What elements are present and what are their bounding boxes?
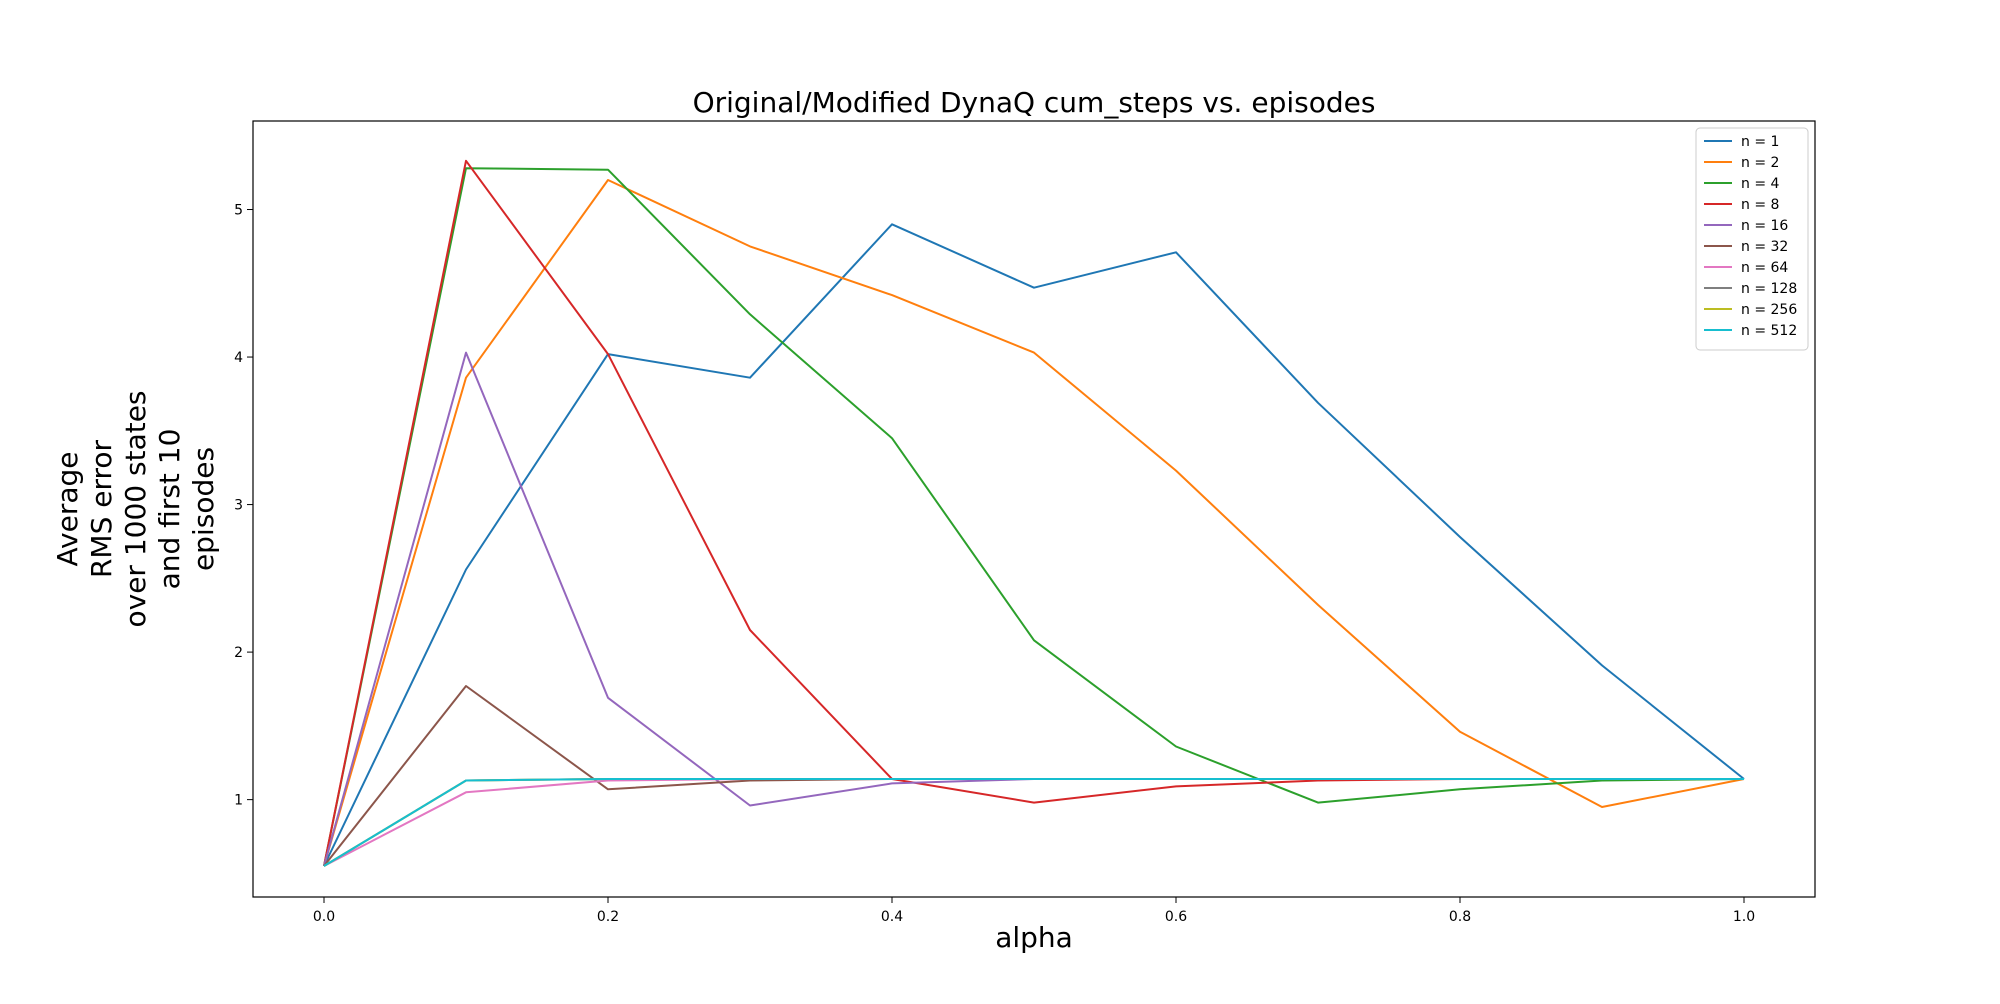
plot-area: 0.0 0.2 0.4 0.6 0.8 1.0 1 2 3 4 5	[234, 120, 1816, 925]
legend-label-2: n = 2	[1741, 155, 1779, 171]
series-line-1	[323, 223, 1745, 867]
y-tick-label: 2	[234, 645, 243, 661]
series-line-2	[323, 179, 1745, 867]
x-tick-label: 0.4	[881, 909, 903, 925]
chart-title: Original/Modified DynaQ cum_steps vs. ep…	[693, 86, 1376, 119]
x-tick-label: 0.6	[1165, 909, 1187, 925]
y-tick-label: 5	[234, 203, 243, 219]
legend-label-5: n = 16	[1741, 218, 1788, 234]
y-axis-title-line: episodes	[187, 447, 220, 571]
legend-label-8: n = 128	[1741, 281, 1797, 297]
legend: n = 1 n = 2 n = 4 n = 8 n = 16 n = 32 n = 64 n …	[1695, 127, 1809, 351]
y-axis-title-text: AverageRMS errorover 1000 statesand firs…	[51, 390, 220, 627]
legend-label-4: n = 8	[1741, 197, 1779, 213]
y-axis-title-line: over 1000 states	[119, 390, 152, 627]
y-tick-label: 1	[234, 793, 243, 809]
x-tick-label: 0.2	[597, 909, 619, 925]
y-tick-label: 4	[234, 350, 243, 366]
y-axis-title-line: RMS error	[85, 439, 118, 578]
x-tick-label: 0.8	[1449, 909, 1471, 925]
x-tick-label: 0.0	[313, 909, 335, 925]
legend-label-9: n = 256	[1741, 302, 1797, 318]
legend-label-7: n = 64	[1741, 260, 1788, 276]
legend-label-10: n = 512	[1741, 323, 1797, 339]
x-axis-title: alpha	[995, 921, 1073, 954]
y-axis-title-line: and first 10	[153, 429, 186, 590]
series-line-3	[323, 167, 1745, 867]
x-tick-label: 1.0	[1733, 909, 1755, 925]
plot-frame	[252, 120, 1816, 898]
y-axis-title-line: Average	[51, 452, 84, 567]
legend-label-6: n = 32	[1741, 239, 1788, 255]
legend-label-3: n = 4	[1741, 176, 1780, 192]
y-tick-label: 3	[234, 498, 243, 514]
legend-label-1: n = 1	[1741, 134, 1779, 150]
y-axis-title: AverageRMS errorover 1000 statesand firs…	[51, 390, 220, 627]
series-line-10	[323, 778, 1744, 867]
series-group	[323, 159, 1745, 867]
